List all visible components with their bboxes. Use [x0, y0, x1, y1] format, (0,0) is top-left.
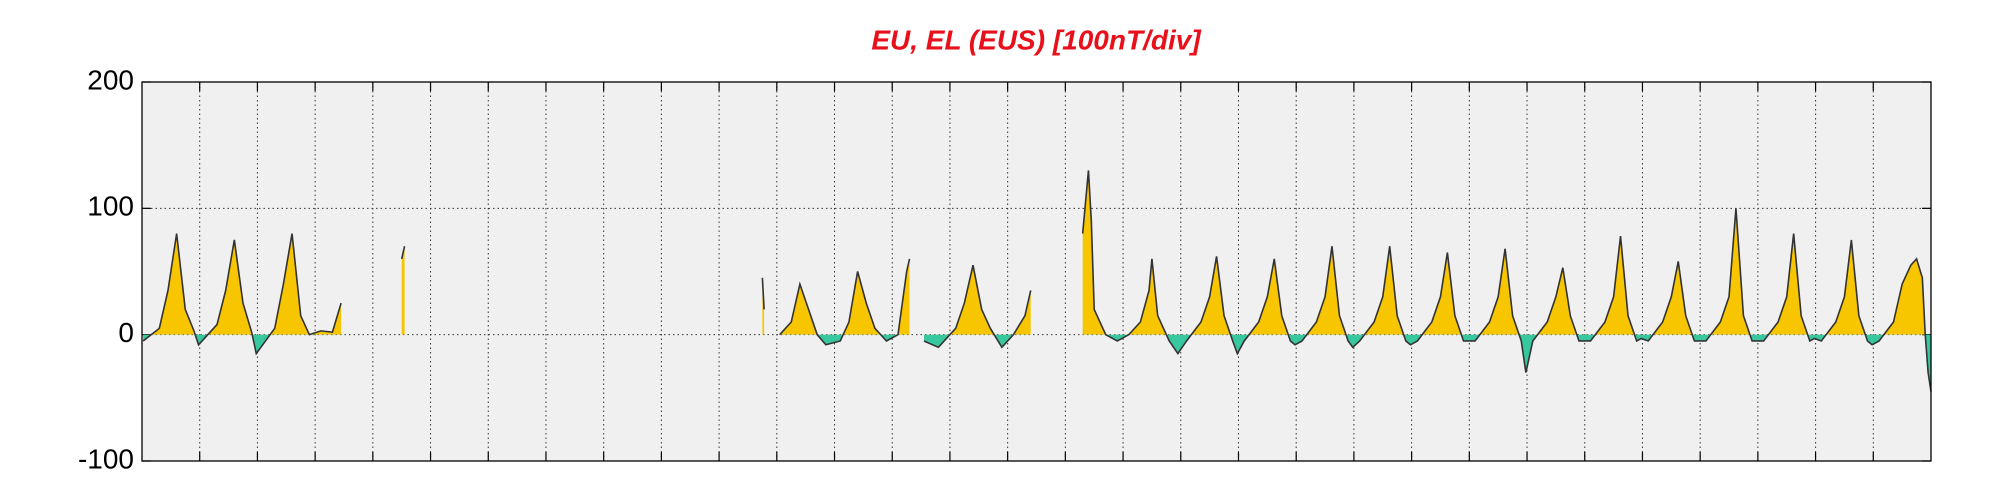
y-tick-label: 100: [87, 191, 134, 222]
plot-frame: [141, 81, 1932, 462]
chart-title: EU, EL (EUS) [100nT/div]: [871, 24, 1202, 55]
y-tick-label: 200: [87, 64, 134, 95]
series-line: [142, 170, 1932, 392]
plot-area: [142, 82, 1931, 461]
y-tick-label: -100: [78, 443, 134, 474]
y-tick-label: 0: [118, 317, 134, 348]
